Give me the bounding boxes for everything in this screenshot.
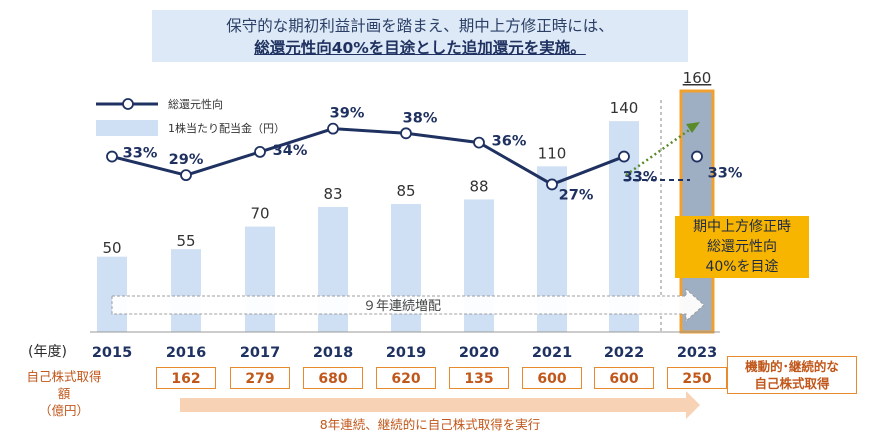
year-label-2022: 2022 xyxy=(604,345,644,361)
headline-line-2: 総還元性向40%を目途とした追加還元を実施。 xyxy=(254,39,586,57)
year-label-2016: 2016 xyxy=(166,345,206,361)
year-label-2019: 2019 xyxy=(386,345,426,361)
dividend-value-2021: 110 xyxy=(538,144,567,162)
legend-line-label: 総還元性向 xyxy=(168,97,223,111)
payout-label-2020: 36% xyxy=(492,134,527,150)
payout-upside-arrow xyxy=(625,122,700,177)
dividend-value-2015: 50 xyxy=(102,239,121,257)
year-label-2021: 2021 xyxy=(532,345,572,361)
payout-point-2019 xyxy=(400,127,412,140)
year-label-2018: 2018 xyxy=(313,345,353,361)
payout-label-2015: 33% xyxy=(123,146,158,162)
buyback-label-line-1: 自己株式取得額 xyxy=(26,369,102,401)
dividend-bar-2017 xyxy=(245,226,275,332)
dividend-value-2018: 83 xyxy=(323,185,342,203)
dividend-value-2020: 88 xyxy=(469,177,488,195)
callout-line-3: 40%を目途 xyxy=(705,259,779,275)
dividend-value-2023: 160 xyxy=(683,69,712,87)
buyback-continuity-arrow xyxy=(180,391,700,419)
buyback-amount-2022: 600 xyxy=(594,367,654,389)
buyback-row-label: 自己株式取得額 （億円） xyxy=(22,368,106,419)
flexible-buyback-note: 機動的･継続的な 自己株式取得 xyxy=(727,356,857,394)
payout-label-2017: 34% xyxy=(273,143,308,159)
dividend-value-2022: 140 xyxy=(610,99,639,117)
payout-label-2018: 39% xyxy=(330,106,365,122)
year-axis-label: (年度) xyxy=(28,344,67,360)
buyback-amount-2017: 279 xyxy=(230,367,290,389)
legend-bar-label: 1株当たり配当金（円） xyxy=(168,121,285,135)
payout-point-2023 xyxy=(691,150,703,163)
year-label-2017: 2017 xyxy=(240,345,280,361)
payout-label-2016: 29% xyxy=(169,152,204,168)
payout-label-2021: 27% xyxy=(559,187,594,203)
buyback-amount-2020: 135 xyxy=(449,367,509,389)
dividend-value-2019: 85 xyxy=(396,182,415,200)
payout-point-2016 xyxy=(180,169,192,182)
headline-line-1: 保守的な期初利益計画を踏まえ、期中上方修正時には、 xyxy=(226,17,614,35)
buyback-amount-2021: 600 xyxy=(522,367,582,389)
buyback-amount-2023: 250 xyxy=(667,367,727,389)
upward-revision-callout: 期中上方修正時 総還元性向 40%を目途 xyxy=(675,216,809,278)
payout-label-2019: 38% xyxy=(403,110,438,126)
payout-point-2020 xyxy=(473,136,485,149)
payout-label-2023: 33% xyxy=(708,166,743,182)
flexible-buyback-line-1: 機動的･継続的な xyxy=(745,359,839,374)
headline-banner: 保守的な期初利益計画を踏まえ、期中上方修正時には、 総還元性向40%を目途とした… xyxy=(152,10,688,62)
dividend-bar-2016 xyxy=(171,249,201,332)
buyback-amount-2019: 620 xyxy=(376,367,436,389)
flexible-buyback-line-2: 自己株式取得 xyxy=(754,376,830,391)
dividend-value-2016: 55 xyxy=(176,232,195,250)
legend-line-marker xyxy=(122,98,134,110)
legend: 総還元性向 1株当たり配当金（円） xyxy=(96,97,285,136)
buyback-label-line-2: （億円） xyxy=(38,403,89,418)
callout-line-2: 総還元性向 xyxy=(707,239,777,255)
dividend-increase-arrow: ９年連続増配 xyxy=(111,287,705,323)
payout-ratio-line xyxy=(111,127,625,187)
payout-point-2022 xyxy=(618,150,630,163)
dividend-bar-2015 xyxy=(97,256,127,332)
year-label-2020: 2020 xyxy=(459,345,499,361)
buyback-amount-2016: 162 xyxy=(156,367,216,389)
callout-line-1: 期中上方修正時 xyxy=(693,219,791,235)
payout-point-2015 xyxy=(106,150,118,163)
buyback-caption: 8年連続、継続的に自己株式取得を実行 xyxy=(319,417,541,432)
year-label-2023: 2023 xyxy=(677,345,717,361)
payout-point-2017 xyxy=(254,145,266,158)
dividend-increase-label: ９年連続増配 xyxy=(363,299,441,314)
legend-bar-swatch xyxy=(96,120,158,136)
year-label-2015: 2015 xyxy=(92,345,132,361)
payout-point-2021 xyxy=(546,178,558,191)
dividend-value-2017: 70 xyxy=(250,205,269,223)
payout-label-2022: 33% xyxy=(623,170,658,186)
payout-point-2018 xyxy=(327,122,339,135)
buyback-amount-2018: 680 xyxy=(303,367,363,389)
